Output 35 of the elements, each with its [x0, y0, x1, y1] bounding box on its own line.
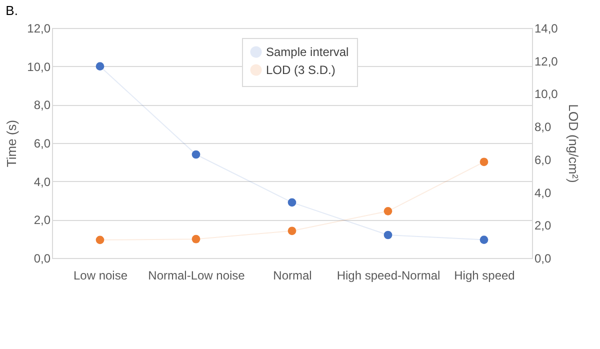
y2-tick-label: 14,0 — [534, 22, 558, 36]
point — [96, 62, 104, 71]
y-tick-label: 4,0 — [34, 174, 51, 189]
point — [480, 158, 488, 166]
y-tick-label: 0,0 — [34, 252, 51, 266]
point — [288, 226, 296, 236]
y-tick-label: 12,0 — [27, 22, 51, 36]
y2-tick-label: 12,0 — [534, 54, 558, 68]
point — [192, 234, 200, 244]
x-tick-label: High speed — [454, 268, 515, 282]
y-tick-label: 10,0 — [27, 60, 51, 74]
point — [96, 236, 104, 244]
y2-tick-label: 0,0 — [534, 252, 552, 266]
point — [384, 230, 392, 240]
x-tick-label: Low noise — [73, 268, 128, 282]
point — [384, 207, 392, 216]
point — [480, 236, 488, 244]
legend-label: Sample interval — [266, 45, 349, 59]
y-tick-label: 2,0 — [34, 213, 51, 228]
x-tick-label: Normal — [273, 268, 312, 282]
point — [288, 198, 296, 207]
y2-tick-label: 10,0 — [534, 87, 558, 102]
y-tick-label: 6,0 — [34, 136, 51, 150]
x-tick-label: High speed-Normal — [336, 268, 440, 282]
y2-axis-title: LOD (ng/cm²) — [566, 104, 581, 183]
chart-title: B. — [6, 3, 18, 18]
y-axis-title: Time (s) — [4, 120, 20, 168]
y2-tick-label: 4,0 — [534, 186, 552, 200]
y2-tick-label: 8,0 — [534, 120, 552, 134]
legend-label: LOD (3 S.D.) — [266, 63, 336, 77]
y-tick-label: 8,0 — [34, 98, 51, 112]
point — [192, 150, 200, 159]
y2-tick-label: 2,0 — [534, 218, 552, 233]
y2-tick-label: 6,0 — [534, 152, 552, 167]
x-tick-label: Normal-Low noise — [148, 268, 246, 282]
